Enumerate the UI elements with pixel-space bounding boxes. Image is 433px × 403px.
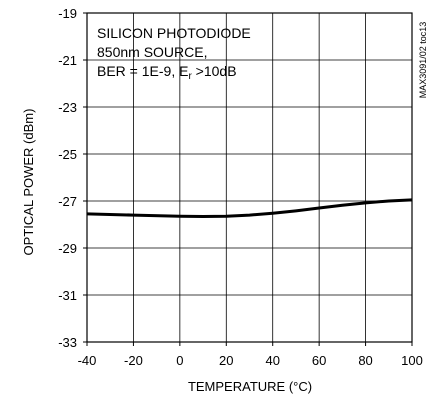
y-tick-label: -33 xyxy=(58,335,77,350)
y-tick-label: -25 xyxy=(58,147,77,162)
side-identifier: MAX3091/02 toc13 xyxy=(418,22,428,99)
y-tick-label: -19 xyxy=(58,6,77,21)
x-tick-label: 40 xyxy=(265,353,279,368)
y-tick-label: -29 xyxy=(58,241,77,256)
annotation-line-1: SILICON PHOTODIODE xyxy=(97,25,251,41)
y-tick-label: -31 xyxy=(58,288,77,303)
annotation-line-3: BER = 1E-9, Er >10dB xyxy=(97,63,237,82)
annotation-line-3-main: BER = 1E-9, E xyxy=(97,63,188,79)
x-tick-label: -20 xyxy=(124,353,143,368)
annotation-line-3-tail: >10dB xyxy=(192,63,237,79)
y-axis-title: OPTICAL POWER (dBm) xyxy=(21,109,36,256)
y-tick-label: -27 xyxy=(58,194,77,209)
x-tick-label: -40 xyxy=(78,353,97,368)
x-tick-label: 100 xyxy=(401,353,423,368)
y-tick-label: -23 xyxy=(58,100,77,115)
annotation: SILICON PHOTODIODE 850nm SOURCE, BER = 1… xyxy=(97,25,251,82)
x-tick-label: 80 xyxy=(358,353,372,368)
x-tick-label: 60 xyxy=(312,353,326,368)
x-axis-title: TEMPERATURE (°C) xyxy=(188,379,312,394)
x-tick-label: 20 xyxy=(219,353,233,368)
series-line xyxy=(87,200,412,217)
x-tick-label: 0 xyxy=(176,353,183,368)
y-tick-label: -21 xyxy=(58,53,77,68)
annotation-line-2: 850nm SOURCE, xyxy=(97,44,207,60)
